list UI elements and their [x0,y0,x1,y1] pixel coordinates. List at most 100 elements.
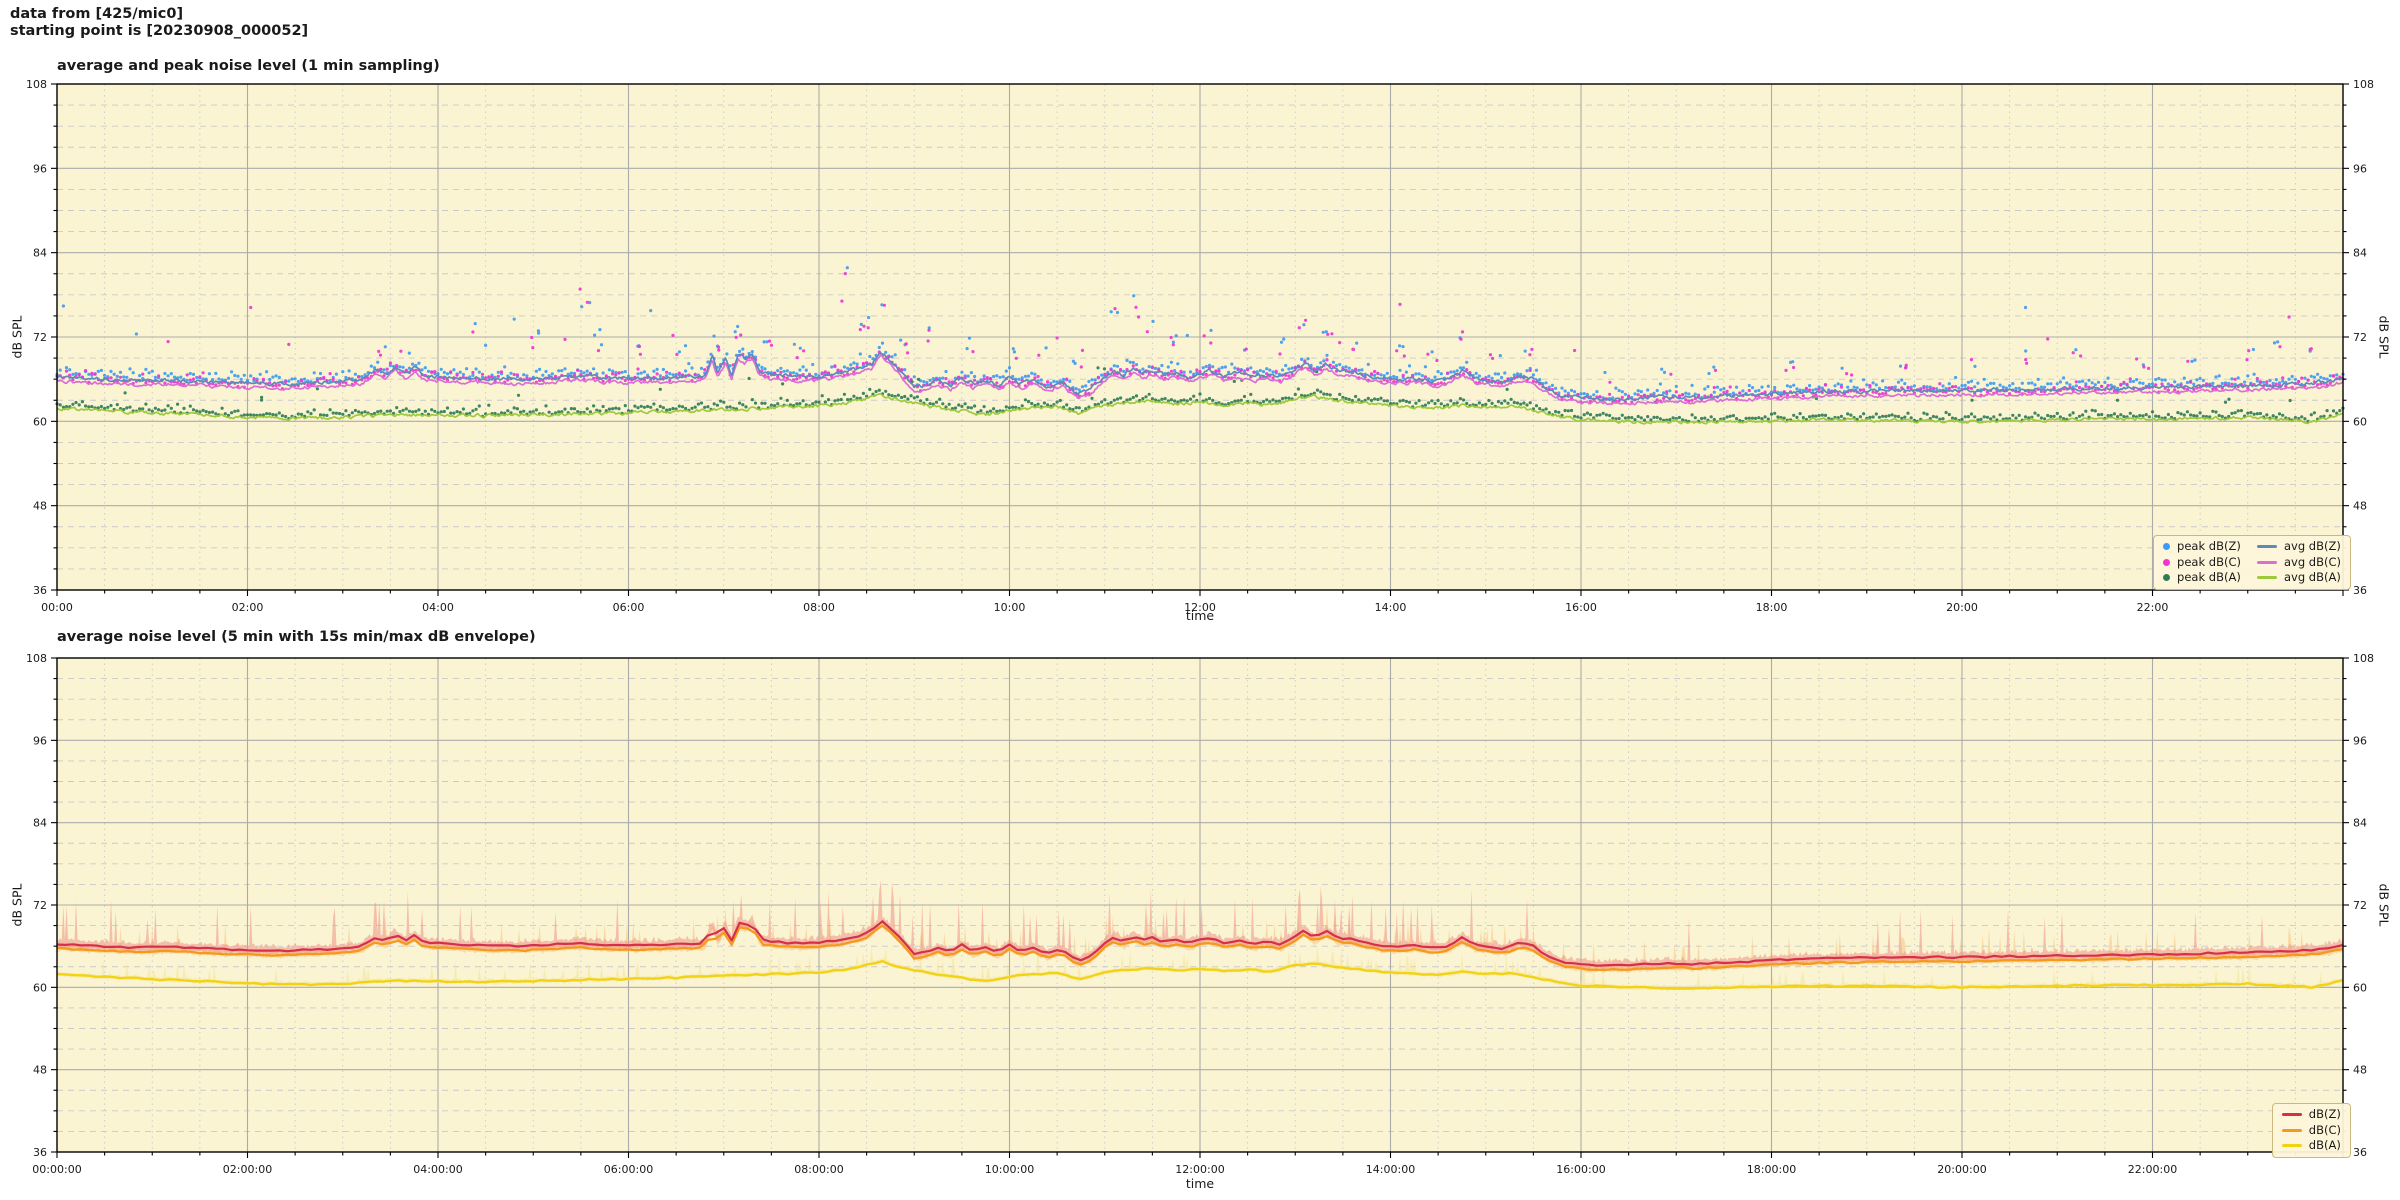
line-dB(Z) [56,920,2344,967]
header-line-1: data from [425/mic0] [10,6,184,22]
legend-dot-marker [2163,543,2171,551]
svg-text:48: 48 [33,500,47,513]
svg-text:36: 36 [33,1146,47,1159]
svg-text:108: 108 [2353,78,2374,91]
svg-text:96: 96 [2353,162,2367,175]
svg-text:60: 60 [33,981,47,994]
svg-text:22:00:00: 22:00:00 [2128,1163,2177,1176]
svg-text:06:00: 06:00 [613,601,645,614]
legend-item: dB(Z) [2281,1107,2341,1122]
svg-text:08:00:00: 08:00:00 [794,1163,843,1176]
svg-text:48: 48 [2353,1064,2367,1077]
legend-item: dB(A) [2281,1138,2341,1153]
legend-line-marker [2256,545,2277,549]
legend-dot-marker [2163,558,2171,566]
svg-text:18:00:00: 18:00:00 [1747,1163,1796,1176]
svg-text:08:00: 08:00 [803,601,835,614]
chart1-xlabel: time [1185,608,1215,623]
svg-text:60: 60 [33,415,47,428]
chart2-ylabel-right: dB SPL [2376,883,2392,927]
svg-text:18:00: 18:00 [1756,601,1788,614]
svg-text:108: 108 [26,652,47,665]
svg-text:02:00:00: 02:00:00 [223,1163,272,1176]
svg-text:36: 36 [33,584,47,597]
svg-text:108: 108 [26,78,47,91]
legend-item: avg dB(A) [2256,570,2341,585]
svg-text:48: 48 [33,1064,47,1077]
svg-text:36: 36 [2353,584,2367,597]
legend-label: peak dB(Z) [2177,539,2241,554]
legend-line-marker [2281,1128,2302,1132]
svg-text:12:00:00: 12:00:00 [1175,1163,1224,1176]
svg-text:60: 60 [2353,415,2367,428]
chart2-title: average noise level (5 min with 15s min/… [57,629,536,645]
tick-labels: 36 36 48 48 60 60 72 72 84 84 96 96 108 108 00:00 02:00… [26,78,2374,614]
legend-label: peak dB(C) [2177,554,2241,569]
legend-label: dB(Z) [2308,1107,2341,1122]
legend-line-marker [2281,1113,2302,1117]
svg-text:84: 84 [33,817,47,830]
line-avgdB(C) [56,353,2344,406]
svg-text:22:00: 22:00 [2137,601,2169,614]
svg-text:10:00: 10:00 [994,601,1026,614]
chart1-ylabel-left: dB SPL [9,315,25,359]
chart2-ylabel-left: dB SPL [9,883,25,927]
chart1-legend: peak dB(Z) peak dB(C) peak dB(A) avg dB(Z) a… [2153,535,2351,590]
svg-text:72: 72 [33,331,47,344]
legend-item: peak dB(Z) [2163,540,2241,554]
envelope-dB(Z) [57,880,2343,970]
tick-labels: 36 36 48 48 60 60 72 72 84 84 96 96 108 108 00:00:00 02… [26,652,2374,1176]
line-avgdB(A) [56,393,2343,425]
line-dB(C) [56,924,2344,972]
legend-dot-marker [2163,574,2171,582]
axis-ticks [51,83,2349,596]
svg-text:108: 108 [2353,652,2374,665]
svg-text:06:00:00: 06:00:00 [604,1163,653,1176]
svg-text:10:00:00: 10:00:00 [985,1163,1034,1176]
svg-text:00:00:00: 00:00:00 [32,1163,81,1176]
svg-text:04:00:00: 04:00:00 [413,1163,462,1176]
legend-item: dB(C) [2281,1122,2341,1138]
grid-major [57,84,2343,590]
svg-text:16:00: 16:00 [1565,601,1597,614]
svg-text:48: 48 [2353,500,2367,513]
svg-text:96: 96 [33,734,47,747]
svg-text:04:00: 04:00 [422,601,454,614]
chart2-xlabel: time [1185,1176,1215,1191]
svg-text:96: 96 [33,162,47,175]
svg-text:14:00: 14:00 [1375,601,1407,614]
legend-label: avg dB(A) [2283,570,2341,585]
svg-text:14:00:00: 14:00:00 [1366,1163,1415,1176]
legend-item: avg dB(C) [2256,554,2341,570]
line-dB(A) [56,959,2344,990]
svg-text:20:00: 20:00 [1946,601,1978,614]
svg-text:12:00: 12:00 [1184,601,1216,614]
svg-text:36: 36 [2353,1146,2367,1159]
svg-text:72: 72 [2353,899,2367,912]
svg-text:84: 84 [33,247,47,260]
legend-label: dB(C) [2308,1122,2341,1137]
legend-label: avg dB(C) [2283,554,2341,569]
legend-item: avg dB(Z) [2256,539,2341,554]
legend-item: peak dB(A) [2163,571,2241,585]
svg-text:84: 84 [2353,247,2367,260]
line-avgdB(Z) [56,352,2344,402]
legend-label: avg dB(Z) [2283,539,2341,554]
svg-text:72: 72 [2353,331,2367,344]
svg-text:02:00: 02:00 [232,601,264,614]
chart1-ylabel-right: dB SPL [2376,315,2392,359]
header-line-2: starting point is [20230908_000052] [10,23,309,39]
legend-line-marker [2256,576,2277,580]
legend-label: dB(A) [2308,1138,2341,1153]
svg-text:00:00: 00:00 [41,601,73,614]
chart-1: 36 36 48 48 60 60 72 72 84 84 96 96 108 108 00:00 02:00… [26,78,2374,614]
legend-label: peak dB(A) [2177,570,2241,585]
svg-text:60: 60 [2353,981,2367,994]
chart2-legend: dB(Z) dB(C) dB(A) [2271,1103,2351,1158]
svg-text:20:00:00: 20:00:00 [1937,1163,1986,1176]
svg-text:96: 96 [2353,734,2367,747]
legend-line-marker [2256,560,2277,564]
legend-line-marker [2281,1144,2302,1148]
